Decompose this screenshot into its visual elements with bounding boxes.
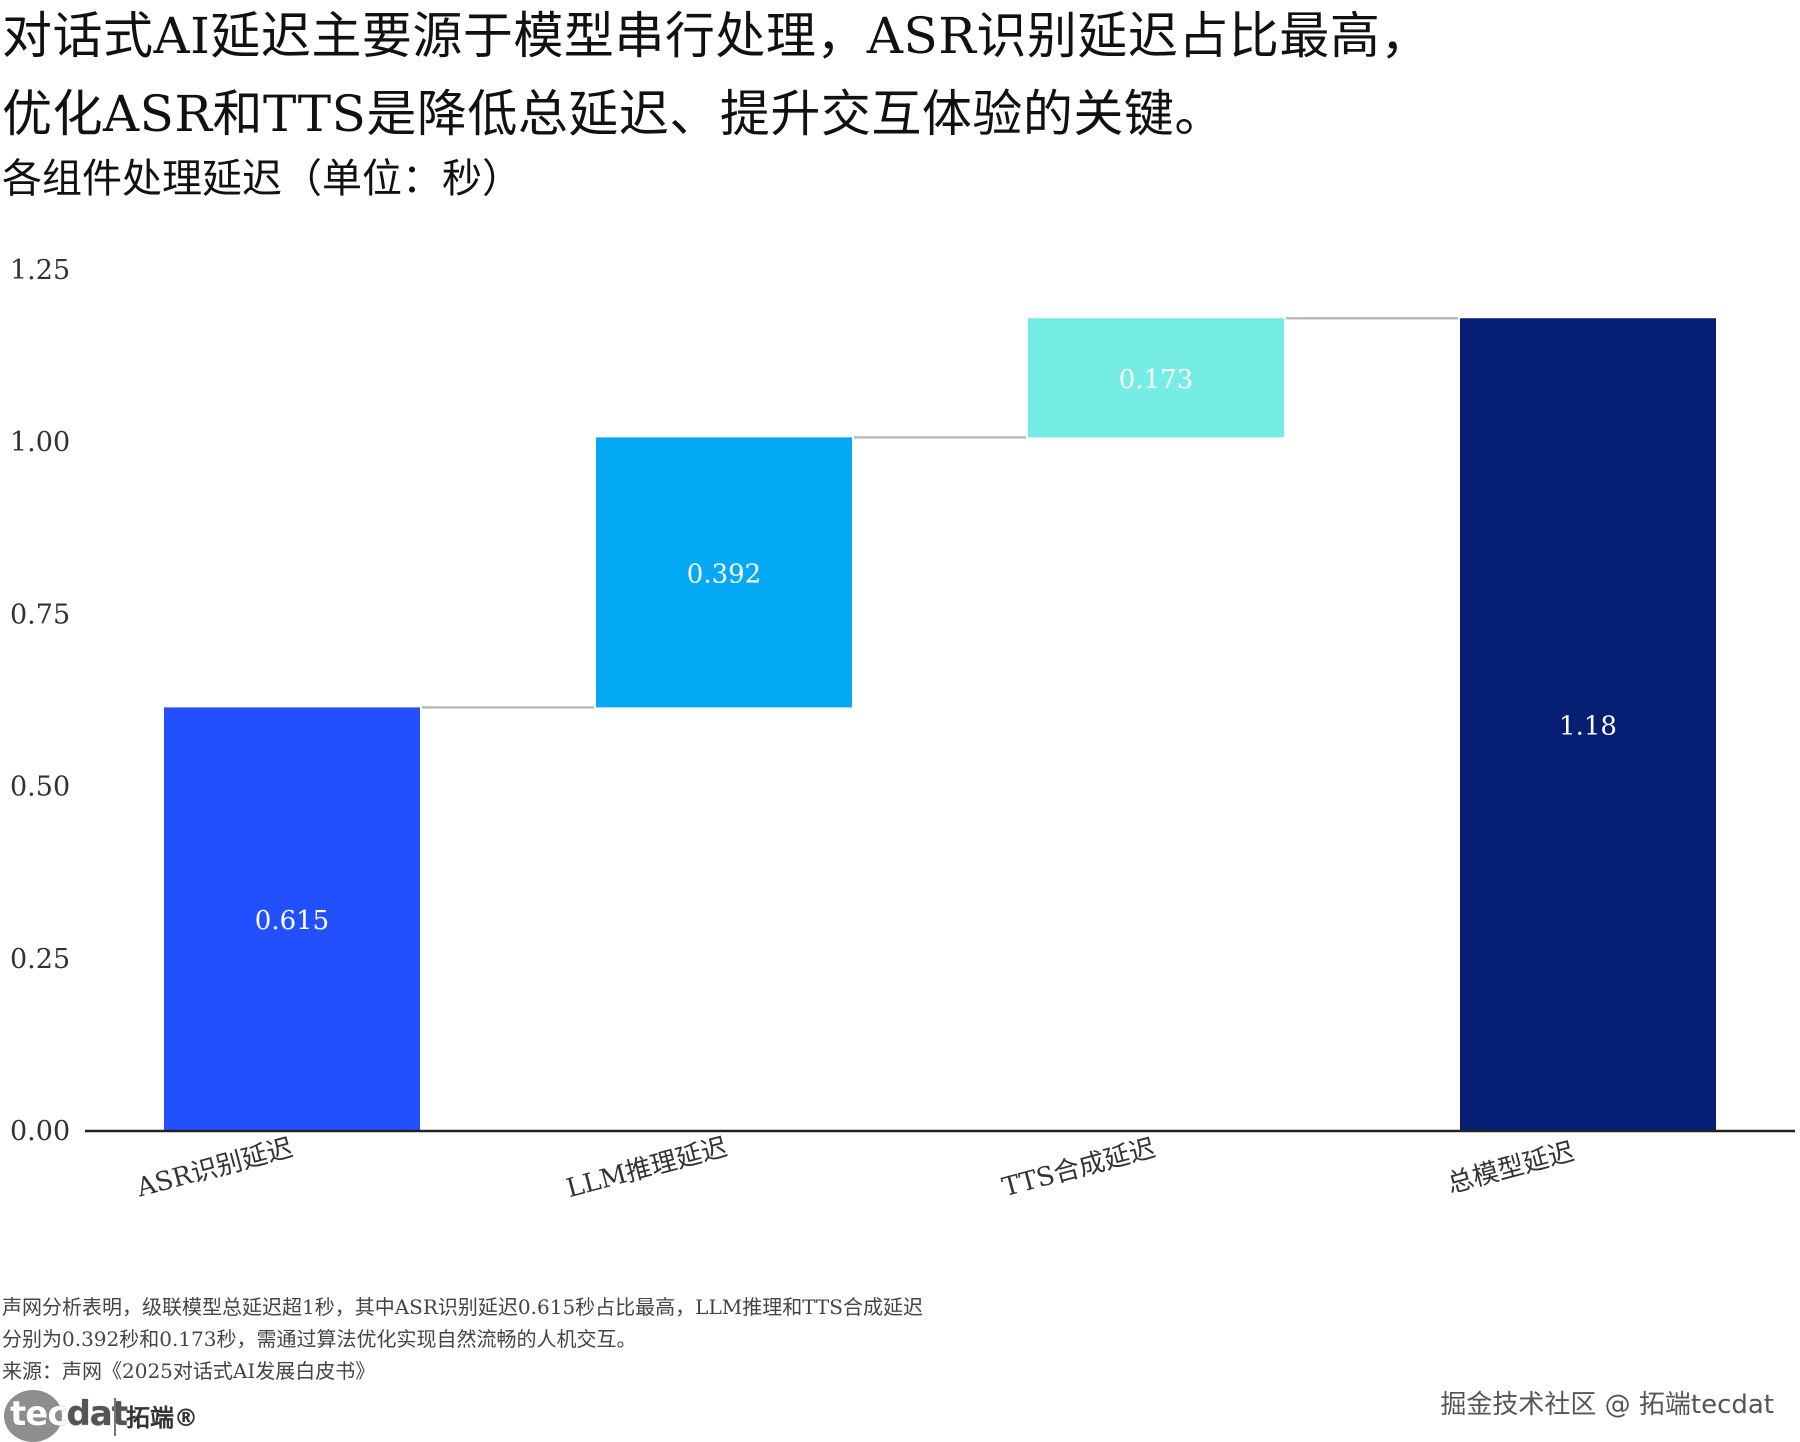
logo-wordmark-suffix: dat — [66, 1394, 128, 1434]
data-label: 0.392 — [687, 559, 761, 589]
x-tick-label: 总模型延迟 — [1444, 1137, 1577, 1200]
watermark: 掘金技术社区 @ 拓端tecdat — [1440, 1390, 1774, 1420]
logo-wordmark-prefix: tec — [10, 1394, 67, 1434]
logo-divider — [114, 1398, 116, 1436]
y-tick-label: 0.75 — [10, 599, 70, 630]
y-tick-label: 1.25 — [10, 255, 70, 286]
logo-chinese-name: 拓端® — [126, 1404, 198, 1432]
chart-title-line-1: 对话式AI延迟主要源于模型串行处理，ASR识别延迟占比最高， — [2, 7, 1431, 65]
bar — [596, 437, 852, 708]
waterfall-chart: 0.00 0.25 0.50 0.75 1.00 1.25 0.615 0.392 0.173 1… — [10, 255, 1795, 1204]
data-label: 0.173 — [1119, 365, 1193, 395]
bar — [1460, 318, 1716, 1131]
bar — [164, 707, 420, 1131]
footnote-line-2: 分别为0.392秒和0.173秒，需通过算法优化实现自然流畅的人机交互。 — [2, 1327, 637, 1351]
x-tick-label: TTS合成延迟 — [999, 1133, 1158, 1203]
x-tick-label: ASR识别延迟 — [133, 1133, 296, 1204]
tecdat-logo: tecdat 拓端® — [4, 1388, 224, 1442]
footnote-line-1: 声网分析表明，级联模型总延迟超1秒，其中ASR识别延迟0.615秒占比最高，LL… — [2, 1295, 923, 1319]
chart-title-line-2: 优化ASR和TTS是降低总延迟、提升交互体验的关键。 — [2, 85, 1225, 143]
y-tick-label: 1.00 — [10, 427, 70, 458]
source-note: 来源：声网《2025对话式AI发展白皮书》 — [2, 1359, 376, 1383]
logo-wordmark: tecdat — [10, 1394, 128, 1434]
x-tick-label: LLM推理延迟 — [563, 1132, 730, 1204]
logo-circle — [4, 1390, 62, 1442]
chart-subtitle: 各组件处理延迟（单位：秒） — [2, 156, 522, 202]
bar — [1028, 318, 1284, 438]
y-tick-label: 0.50 — [10, 772, 70, 803]
data-label: 0.615 — [255, 906, 329, 936]
y-tick-label: 0.25 — [10, 944, 70, 975]
data-label: 1.18 — [1559, 712, 1617, 742]
y-tick-label: 0.00 — [10, 1116, 70, 1147]
